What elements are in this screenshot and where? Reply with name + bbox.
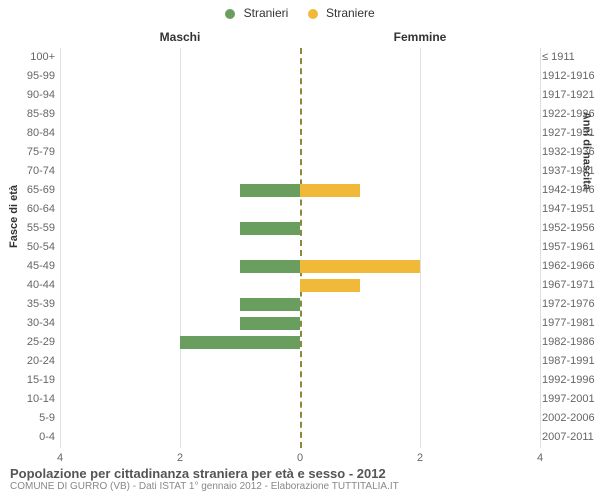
age-row — [60, 86, 540, 105]
y-label-age: 20-24 — [0, 352, 55, 371]
age-row — [60, 238, 540, 257]
y-label-birth: 1912-1916 — [542, 67, 600, 86]
legend-swatch-m — [225, 9, 235, 19]
y-label-birth: 1952-1956 — [542, 219, 600, 238]
y-label-age: 45-49 — [0, 257, 55, 276]
y-label-age: 15-19 — [0, 371, 55, 390]
bar-femmine — [300, 184, 360, 197]
y-label-birth: 1982-1986 — [542, 333, 600, 352]
y-label-age: 70-74 — [0, 162, 55, 181]
y-label-birth: 2002-2006 — [542, 409, 600, 428]
x-tick-label: 0 — [290, 452, 310, 464]
x-tick-label: 2 — [170, 452, 190, 464]
age-row — [60, 257, 540, 276]
y-label-age: 85-89 — [0, 105, 55, 124]
population-pyramid-chart: Stranieri Straniere Maschi Femmine Fasce… — [0, 0, 600, 500]
chart-footer: Popolazione per cittadinanza straniera p… — [10, 466, 399, 492]
bar-femmine — [300, 279, 360, 292]
column-title-maschi: Maschi — [60, 30, 300, 44]
y-label-age: 55-59 — [0, 219, 55, 238]
age-row — [60, 371, 540, 390]
x-gridline — [540, 48, 541, 448]
y-label-birth: 2007-2011 — [542, 428, 600, 447]
bar-maschi — [240, 298, 300, 311]
age-row — [60, 200, 540, 219]
y-label-birth: 1922-1926 — [542, 105, 600, 124]
bar-maschi — [240, 260, 300, 273]
y-label-age: 40-44 — [0, 276, 55, 295]
age-row — [60, 295, 540, 314]
y-label-birth: 1972-1976 — [542, 295, 600, 314]
legend: Stranieri Straniere — [0, 6, 600, 20]
y-label-birth: 1947-1951 — [542, 200, 600, 219]
y-label-birth: 1977-1981 — [542, 314, 600, 333]
y-label-birth: 1932-1936 — [542, 143, 600, 162]
age-row — [60, 390, 540, 409]
x-tick-label: 2 — [410, 452, 430, 464]
y-label-age: 10-14 — [0, 390, 55, 409]
column-title-femmine: Femmine — [300, 30, 540, 44]
y-label-birth: 1917-1921 — [542, 86, 600, 105]
bar-maschi — [180, 336, 300, 349]
bar-femmine — [300, 260, 420, 273]
age-row — [60, 162, 540, 181]
y-label-birth: 1957-1961 — [542, 238, 600, 257]
age-row — [60, 105, 540, 124]
bar-maschi — [240, 317, 300, 330]
y-label-birth: 1967-1971 — [542, 276, 600, 295]
age-row — [60, 352, 540, 371]
bar-maschi — [240, 222, 300, 235]
y-label-age: 25-29 — [0, 333, 55, 352]
y-label-age: 5-9 — [0, 409, 55, 428]
age-row — [60, 409, 540, 428]
age-row — [60, 333, 540, 352]
legend-item-straniere: Straniere — [308, 6, 375, 20]
y-label-age: 95-99 — [0, 67, 55, 86]
legend-label-m: Stranieri — [244, 6, 289, 20]
y-label-birth: 1942-1946 — [542, 181, 600, 200]
age-row — [60, 124, 540, 143]
x-tick-label: 4 — [50, 452, 70, 464]
y-label-birth: ≤ 1911 — [542, 48, 600, 67]
age-row — [60, 428, 540, 447]
y-label-birth: 1997-2001 — [542, 390, 600, 409]
chart-title: Popolazione per cittadinanza straniera p… — [10, 466, 399, 481]
age-row — [60, 276, 540, 295]
legend-label-f: Straniere — [326, 6, 375, 20]
y-label-age: 90-94 — [0, 86, 55, 105]
x-tick-label: 4 — [530, 452, 550, 464]
y-label-age: 100+ — [0, 48, 55, 67]
y-label-birth: 1987-1991 — [542, 352, 600, 371]
y-label-birth: 1937-1941 — [542, 162, 600, 181]
y-label-age: 50-54 — [0, 238, 55, 257]
y-label-age: 80-84 — [0, 124, 55, 143]
age-row — [60, 181, 540, 200]
age-row — [60, 48, 540, 67]
y-label-age: 75-79 — [0, 143, 55, 162]
y-label-age: 0-4 — [0, 428, 55, 447]
age-row — [60, 143, 540, 162]
y-label-age: 60-64 — [0, 200, 55, 219]
age-row — [60, 219, 540, 238]
legend-swatch-f — [308, 9, 318, 19]
y-label-birth: 1927-1931 — [542, 124, 600, 143]
chart-subtitle: COMUNE DI GURRO (VB) - Dati ISTAT 1° gen… — [10, 481, 399, 492]
y-label-birth: 1992-1996 — [542, 371, 600, 390]
y-label-birth: 1962-1966 — [542, 257, 600, 276]
age-row — [60, 314, 540, 333]
y-label-age: 65-69 — [0, 181, 55, 200]
plot-area: 42024 — [60, 48, 540, 448]
age-row — [60, 67, 540, 86]
y-label-age: 30-34 — [0, 314, 55, 333]
y-label-age: 35-39 — [0, 295, 55, 314]
legend-item-stranieri: Stranieri — [225, 6, 288, 20]
bar-maschi — [240, 184, 300, 197]
